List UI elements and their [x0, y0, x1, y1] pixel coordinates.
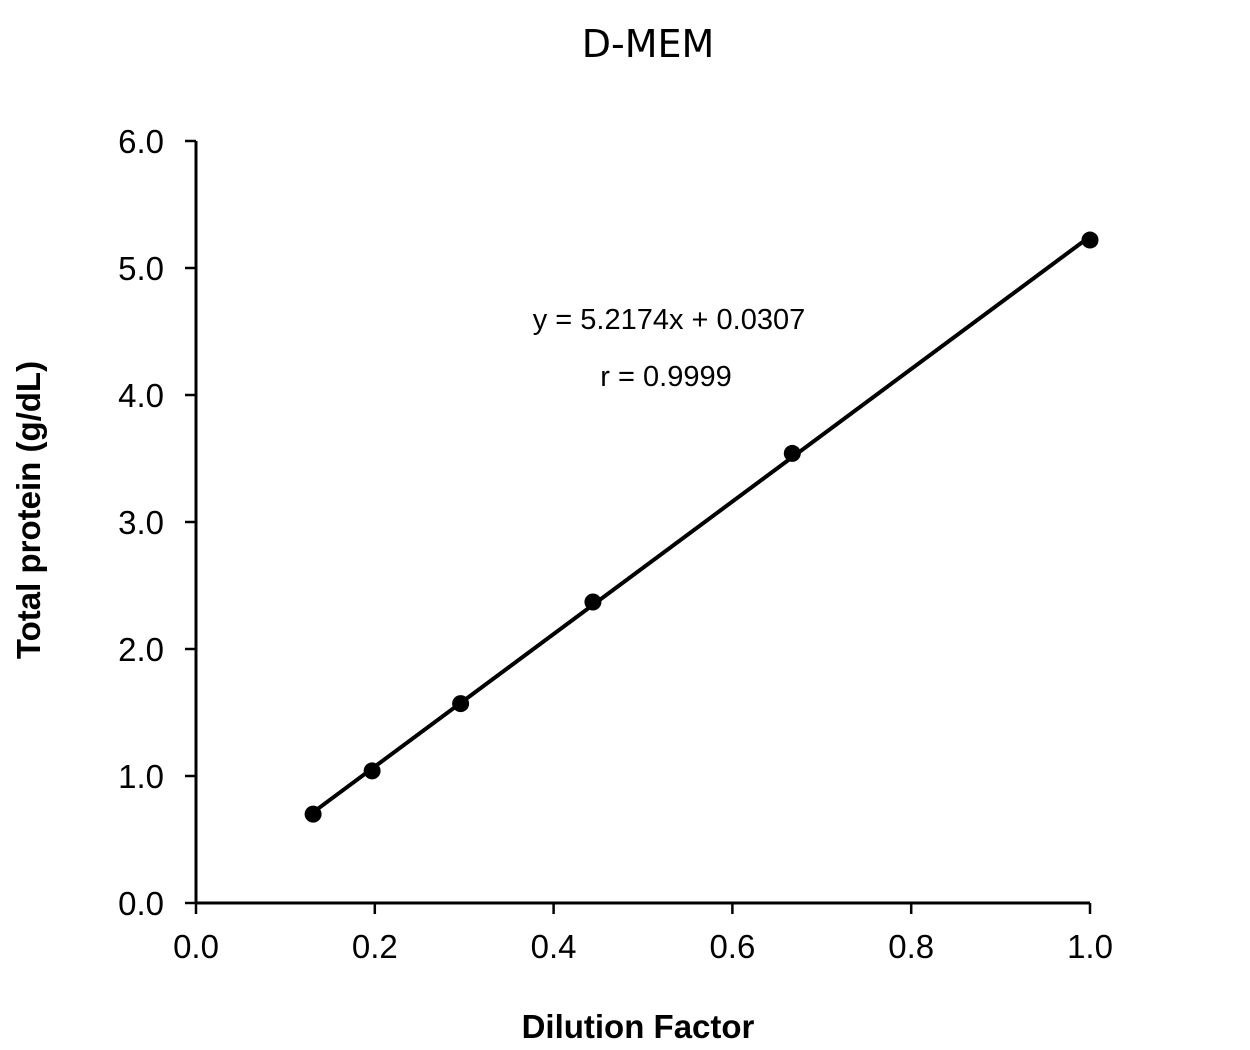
x-tick-label: 1.0 [1067, 928, 1113, 965]
data-points [304, 231, 1099, 823]
x-tick-label: 0.6 [709, 928, 755, 965]
y-axis-title: Total protein (g/dL) [10, 361, 47, 659]
y-tick-label: 1.0 [118, 758, 164, 795]
axes: 0.0 1.0 2.0 3.0 4.0 5.0 6.0 0.0 0.2 0.4 0.6 0.8 1.0 [118, 123, 1113, 965]
chart-title: D-MEM [582, 22, 715, 66]
trendline-layer [311, 234, 1092, 815]
x-tick-label: 0.0 [173, 928, 219, 965]
y-tick-label: 5.0 [118, 250, 164, 287]
y-tick-label: 4.0 [118, 377, 164, 414]
regression-equation: y = 5.2174x + 0.0307 [533, 304, 806, 336]
y-tick-label: 0.0 [118, 885, 164, 922]
trendline [311, 234, 1092, 815]
x-tick-label: 0.4 [531, 928, 577, 965]
data-point [584, 593, 602, 611]
y-tick-label: 3.0 [118, 504, 164, 541]
data-point [1081, 231, 1099, 249]
x-axis-title: Dilution Factor [522, 1008, 755, 1045]
data-point [783, 444, 801, 462]
correlation-coefficient: r = 0.9999 [600, 361, 731, 393]
y-tick-label: 2.0 [118, 631, 164, 668]
data-point [304, 805, 322, 823]
x-tick-label: 0.2 [352, 928, 398, 965]
data-point [452, 695, 470, 713]
data-point [363, 762, 381, 780]
y-tick-label: 6.0 [118, 123, 164, 160]
x-tick-label: 0.8 [888, 928, 934, 965]
